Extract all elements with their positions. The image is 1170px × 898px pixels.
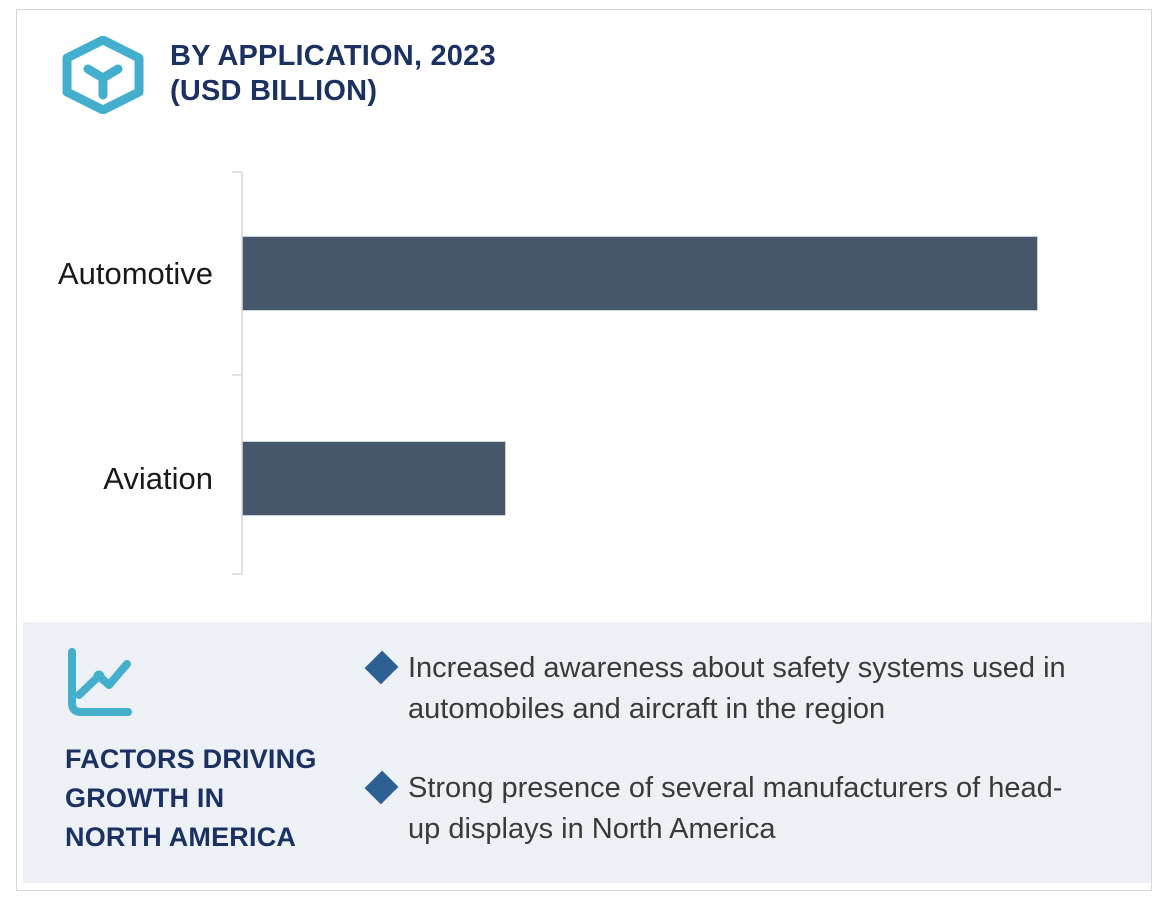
- bullet-text: Strong presence of several manufacturers…: [408, 772, 1063, 845]
- axis-tick-0: [232, 171, 242, 173]
- factors-panel: FACTORS DRIVING GROWTH IN NORTH AMERICA …: [23, 622, 1151, 883]
- line-chart-icon: [68, 648, 132, 716]
- chart-title-line2: (USD BILLION): [170, 75, 378, 107]
- chart-title: BY APPLICATION, 2023 (USD BILLION): [170, 39, 496, 109]
- bullet-item-2: Strong presence of several manufacturers…: [364, 768, 1082, 850]
- bullet-list: Increased awareness about safety systems…: [364, 648, 1082, 888]
- axis-tick-2: [232, 573, 242, 575]
- bar-label-aviation: Aviation: [103, 460, 213, 496]
- bar-automotive: [243, 237, 1037, 310]
- hexagon-cube-icon: [62, 36, 144, 114]
- chart-title-line1: BY APPLICATION, 2023: [170, 40, 496, 72]
- panel-heading: FACTORS DRIVING GROWTH IN NORTH AMERICA: [65, 740, 317, 857]
- diamond-bullet-icon: [364, 770, 399, 805]
- diamond-bullet-icon: [364, 650, 399, 685]
- axis-tick-1: [232, 374, 242, 376]
- bar-aviation: [243, 442, 505, 515]
- y-axis-line: [241, 172, 243, 575]
- bar-label-automotive: Automotive: [57, 255, 213, 291]
- panel-heading-line1: FACTORS DRIVING: [65, 744, 317, 774]
- bullet-item-1: Increased awareness about safety systems…: [364, 648, 1082, 730]
- panel-heading-line3: NORTH AMERICA: [65, 822, 297, 852]
- bullet-text: Increased awareness about safety systems…: [408, 652, 1066, 725]
- panel-heading-line2: GROWTH IN: [65, 783, 225, 813]
